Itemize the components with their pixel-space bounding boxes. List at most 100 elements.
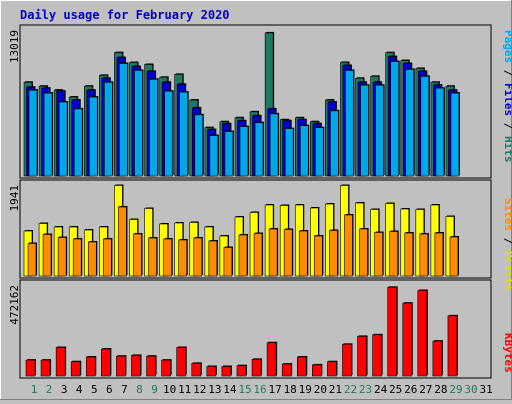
bar-pages-day-22-fill [345, 70, 354, 177]
legend-separator-1: / [502, 63, 512, 83]
bar-pages-day-20-fill [315, 127, 324, 177]
bar-sites-day-11-fill [178, 239, 187, 277]
bar-pages-day-5 [88, 96, 99, 177]
bar-pages-day-8 [134, 69, 144, 177]
bar-pages-day-29-fill [450, 92, 460, 177]
bar-sites-day-19 [298, 230, 309, 277]
bar-pages-day-26-fill [405, 69, 415, 177]
bar-sites-day-20-fill [314, 235, 323, 277]
bar-kbytes-day-5-fill [85, 356, 96, 377]
bar-kbytes-day-29-fill [447, 315, 458, 377]
bar-pages-day-12 [194, 113, 204, 177]
bar-kbytes-day-2 [40, 359, 52, 377]
bar-sites-day-1 [27, 242, 37, 277]
bar-sites-day-16 [253, 232, 264, 277]
x-label-day-12: 12 [193, 383, 206, 396]
bar-pages-day-23 [360, 84, 370, 177]
bar-sites-day-2-fill [42, 234, 52, 277]
bar-sites-day-21-fill [329, 230, 338, 277]
x-axis-labels: 1 2 3 4 5 6 7 8 9 10 11 12 13 14 15 16 17 18 19 20 21 22 23 24 2… [31, 383, 493, 396]
bar-pages-day-12-fill [194, 114, 204, 177]
bar-kbytes-day-4-fill [70, 361, 81, 377]
bar-kbytes-day-27-fill [417, 290, 428, 377]
x-label-day-20: 20 [314, 383, 327, 396]
bar-sites-day-3 [57, 236, 68, 277]
bar-pages-day-18 [284, 127, 295, 177]
bar-kbytes-day-25-fill [387, 287, 397, 377]
bar-kbytes-day-21-fill [327, 361, 337, 377]
bar-sites-day-20 [314, 235, 324, 277]
bar-kbytes-day-28 [432, 340, 443, 377]
bar-sites-day-12 [193, 237, 203, 277]
legend-top: Pages / Files / Hits [502, 30, 512, 163]
bar-sites-day-4 [72, 238, 83, 277]
bar-sites-day-18-fill [283, 229, 293, 277]
x-label-day-19: 19 [299, 383, 312, 396]
x-label-day-27: 27 [419, 383, 432, 396]
bar-sites-day-17 [268, 228, 279, 277]
bar-kbytes-day-8 [131, 354, 142, 377]
legend-middle: Sites / Visits [502, 198, 512, 291]
x-label-day-1: 1 [31, 383, 38, 396]
bar-kbytes-day-5 [85, 356, 97, 377]
bar-sites-day-29 [449, 236, 459, 277]
bar-sites-day-19-fill [298, 230, 308, 277]
bar-pages-day-26 [405, 68, 415, 177]
bar-sites-day-23 [359, 228, 369, 277]
bar-pages-day-17 [269, 112, 280, 177]
bar-sites-day-16-fill [253, 233, 263, 277]
bar-sites-day-1-fill [27, 243, 37, 277]
bar-sites-day-28-fill [434, 232, 444, 277]
bar-pages-day-19-fill [299, 125, 309, 177]
x-label-day-2: 2 [46, 383, 53, 396]
bar-kbytes-day-29 [447, 314, 458, 377]
bar-kbytes-day-17 [266, 341, 278, 377]
bar-kbytes-day-16 [251, 358, 263, 377]
bar-sites-day-27 [419, 233, 429, 277]
bar-pages-day-9 [149, 78, 159, 177]
bar-pages-day-13 [209, 134, 219, 177]
x-label-day-14: 14 [223, 383, 237, 396]
bar-sites-day-14 [223, 246, 233, 277]
bar-pages-day-11 [179, 91, 189, 177]
bar-pages-day-25-fill [390, 61, 399, 177]
bar-sites-day-10-fill [163, 238, 172, 277]
bar-kbytes-day-27 [417, 289, 428, 377]
bar-kbytes-day-3-fill [55, 347, 66, 377]
bar-sites-day-17-fill [268, 228, 278, 277]
bar-sites-day-12-fill [193, 237, 203, 277]
bar-sites-day-9-fill [148, 237, 157, 277]
bar-kbytes-day-11-fill [176, 347, 186, 377]
bar-kbytes-day-19-fill [296, 356, 307, 377]
bar-kbytes-day-16-fill [251, 359, 262, 377]
bar-kbytes-day-26 [402, 302, 413, 377]
bar-kbytes-day-28-fill [432, 340, 443, 377]
bar-kbytes-day-8-fill [131, 355, 141, 377]
bar-kbytes-day-13 [206, 365, 217, 377]
bar-kbytes-day-15 [236, 364, 247, 377]
bar-pages-day-1-fill [28, 89, 38, 177]
bar-sites-day-14-fill [223, 247, 233, 277]
bar-sites-day-26 [404, 232, 414, 277]
bar-kbytes-day-15-fill [236, 365, 247, 377]
bar-kbytes-day-14 [221, 365, 232, 377]
bar-kbytes-day-12-fill [191, 363, 202, 377]
bar-sites-day-5-fill [87, 241, 97, 277]
bar-pages-day-10 [164, 90, 174, 177]
bar-pages-day-28 [435, 87, 445, 177]
x-label-day-22: 22 [344, 383, 357, 396]
bar-sites-day-7 [118, 206, 128, 277]
bar-pages-day-14 [224, 130, 234, 177]
bar-kbytes-day-12 [191, 362, 202, 377]
x-label-day-9: 9 [151, 383, 158, 396]
bar-kbytes-day-6-fill [101, 348, 111, 377]
bar-kbytes-day-2-fill [40, 359, 51, 377]
x-label-day-23: 23 [359, 383, 372, 396]
x-label-day-30: 30 [464, 383, 477, 396]
bar-kbytes-day-22-fill [342, 344, 352, 377]
bar-pages-day-28-fill [435, 87, 445, 177]
bar-pages-day-15 [239, 125, 249, 177]
ymax-label-top: 13019 [8, 30, 21, 63]
ymax-label-middle: 1941 [8, 185, 21, 212]
